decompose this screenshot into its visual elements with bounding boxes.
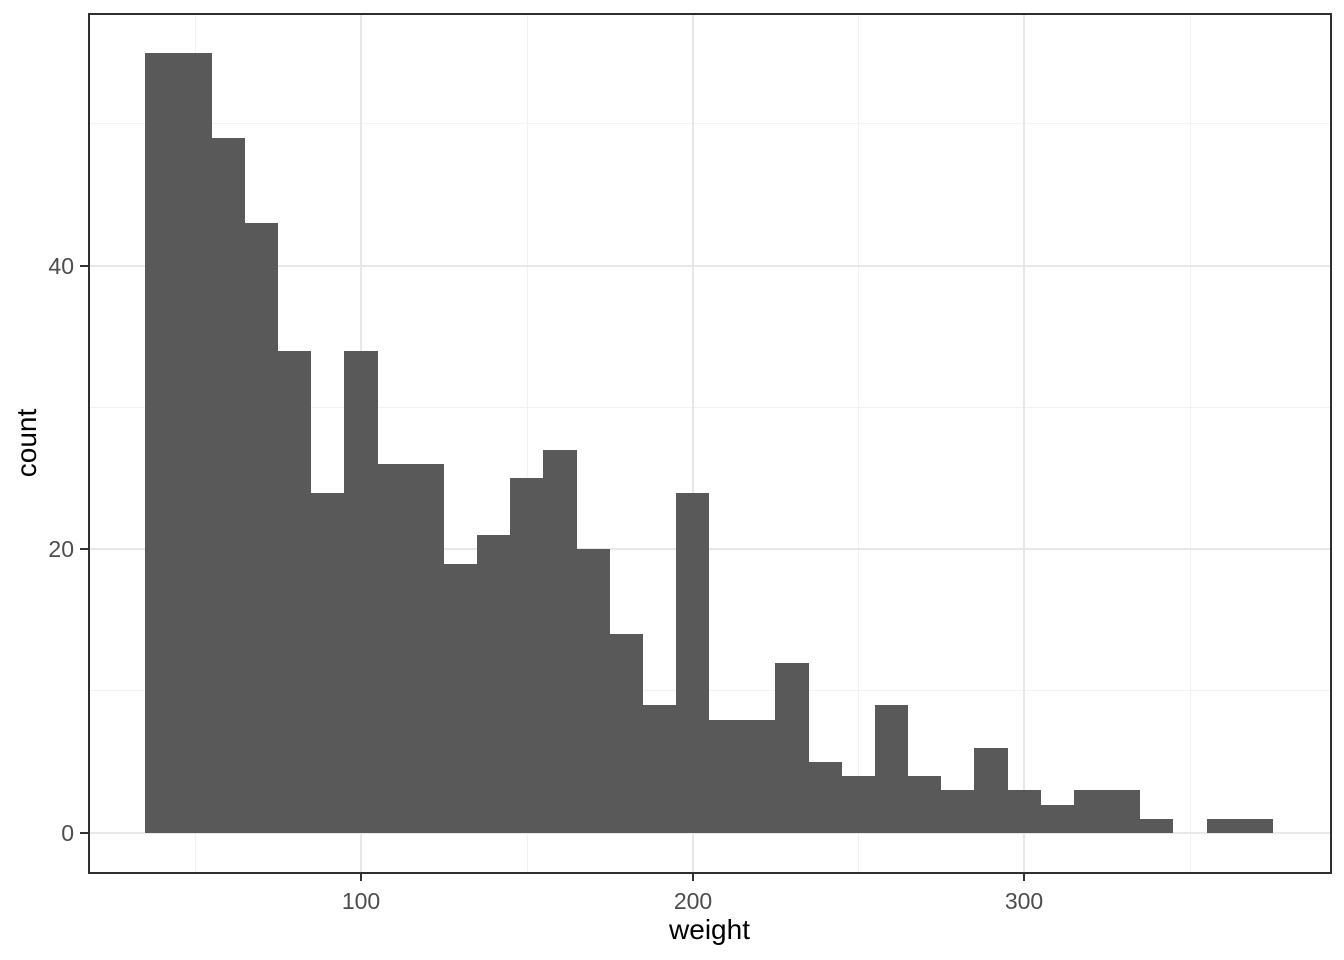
x-minor-gridline (527, 14, 528, 872)
histogram-bar (709, 720, 742, 833)
x-tick-mark (1023, 873, 1025, 881)
y-major-gridline (89, 265, 1330, 267)
histogram-bar (212, 138, 245, 833)
y-axis-title: count (11, 408, 42, 478)
histogram-bar (1074, 790, 1107, 833)
histogram-bar (477, 535, 510, 833)
histogram-bar (941, 790, 974, 833)
histogram-bar (974, 748, 1008, 833)
histogram-bar (676, 493, 709, 833)
histogram-bar (742, 720, 775, 833)
histogram-bar (145, 53, 179, 833)
histogram-bar (842, 776, 875, 833)
y-minor-gridline (89, 407, 1330, 408)
histogram-bar (444, 564, 477, 833)
histogram-bar (311, 493, 344, 833)
histogram-bar (1041, 805, 1074, 833)
histogram-bar (1008, 790, 1041, 833)
x-tick-label: 200 (673, 888, 713, 914)
y-minor-gridline (89, 123, 1330, 124)
histogram-bar (908, 776, 941, 833)
histogram-bar (245, 223, 278, 833)
histogram-bar (1140, 819, 1173, 833)
x-tick-mark (692, 873, 694, 881)
y-tick-mark (80, 832, 88, 834)
histogram-bar (344, 351, 378, 833)
y-tick-mark (80, 265, 88, 267)
x-minor-gridline (1190, 14, 1191, 872)
y-tick-label: 40 (48, 253, 74, 279)
histogram-bar (179, 53, 212, 833)
histogram-bar (1107, 790, 1140, 833)
histogram-bar (610, 634, 643, 833)
y-major-gridline (89, 832, 1330, 834)
y-major-gridline (89, 548, 1330, 550)
histogram-bar (875, 705, 908, 833)
x-tick-label: 300 (1004, 888, 1044, 914)
histogram-bar (378, 464, 411, 833)
histogram-bar (278, 351, 311, 833)
x-tick-mark (360, 873, 362, 881)
histogram-bar (510, 478, 543, 833)
x-major-gridline (692, 14, 694, 872)
histogram-bar (543, 450, 577, 833)
histogram-bar (809, 762, 842, 833)
y-tick-label: 0 (61, 820, 74, 846)
y-tick-mark (80, 548, 88, 550)
x-minor-gridline (858, 14, 859, 872)
histogram-bar (1207, 819, 1240, 833)
x-major-gridline (1023, 14, 1025, 872)
x-tick-label: 100 (341, 888, 381, 914)
histogram-bar (775, 663, 809, 833)
histogram-bar (411, 464, 444, 833)
y-tick-label: 20 (48, 536, 74, 562)
x-axis-title: weight (669, 914, 750, 945)
histogram-bar (1240, 819, 1273, 833)
histogram-bar (577, 549, 610, 833)
y-minor-gridline (89, 690, 1330, 691)
histogram-bar (643, 705, 676, 833)
